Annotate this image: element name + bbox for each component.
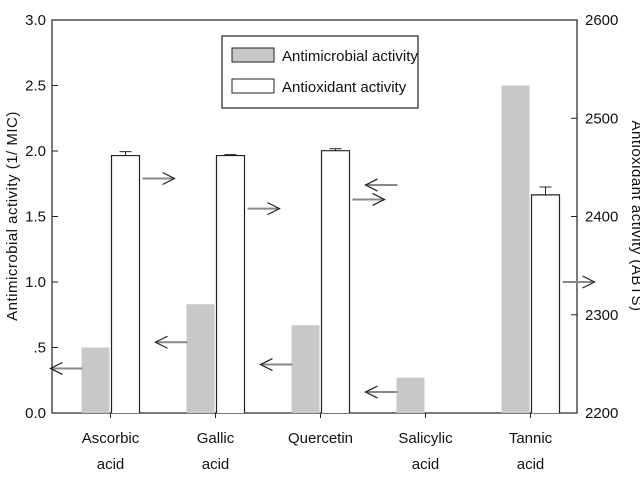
legend-label-antioxidant: Antioxidant activity bbox=[282, 79, 407, 96]
antioxidant-bar bbox=[110, 154, 141, 413]
arrow-head bbox=[364, 385, 378, 399]
category-label: acid bbox=[517, 456, 545, 473]
legend-box bbox=[221, 35, 419, 109]
arrow-head bbox=[259, 357, 273, 372]
category-label: Salicylic bbox=[398, 430, 453, 447]
left-axis-tick-label: 1.0 bbox=[25, 274, 46, 291]
antimicrobial-bar bbox=[396, 377, 425, 413]
arrow-head bbox=[267, 202, 281, 216]
legend-swatch-antimicrobial bbox=[231, 47, 275, 63]
legend-label-antimicrobial: Antimicrobial activity bbox=[282, 48, 418, 65]
right-axis-tick-label: 2500 bbox=[585, 110, 618, 127]
right-axis-title: Antioxidant activity (ABTS) bbox=[628, 120, 640, 311]
antioxidant-bar bbox=[320, 150, 351, 413]
left-axis-tick-label: 2.0 bbox=[25, 143, 46, 160]
right-axis-tick-label: 2300 bbox=[585, 307, 618, 324]
legend-swatch-antioxidant bbox=[231, 78, 275, 94]
category-label: acid bbox=[202, 456, 230, 473]
antioxidant-bar bbox=[530, 194, 561, 413]
right-axis-tick-label: 2400 bbox=[585, 209, 618, 226]
category-label: acid bbox=[412, 456, 440, 473]
arrow-head bbox=[162, 171, 176, 186]
left-axis-tick-label: 2.5 bbox=[25, 78, 46, 95]
arrow-head bbox=[154, 335, 168, 349]
antimicrobial-bar bbox=[291, 325, 320, 413]
category-label: Ascorbic bbox=[82, 430, 140, 447]
right-axis-tick-label: 2200 bbox=[585, 405, 618, 422]
antimicrobial-bar bbox=[501, 85, 530, 413]
arrow-head bbox=[582, 275, 596, 289]
antimicrobial-bar bbox=[186, 304, 215, 413]
left-axis-tick-label: 1.5 bbox=[25, 209, 46, 226]
legend: Antimicrobial activity Antioxidant activ… bbox=[221, 35, 419, 109]
category-label: acid bbox=[97, 456, 125, 473]
category-label: Tannic bbox=[509, 430, 553, 447]
antioxidant-bar bbox=[215, 154, 246, 413]
left-axis-title: Antimicrobial activity (1/ MIC) bbox=[4, 111, 21, 321]
category-label: Quercetin bbox=[288, 430, 353, 447]
arrow-head bbox=[364, 178, 378, 192]
arrow-head bbox=[49, 361, 63, 375]
chart-marks: 0.0 .5 1.0 1.5 2.0 2.5 3.0 2200 2300 2400 2500 2600… bbox=[25, 12, 618, 473]
arrow-head bbox=[372, 192, 386, 207]
category-label: Gallic bbox=[197, 430, 235, 447]
right-axis-tick-label: 2600 bbox=[585, 12, 618, 29]
left-axis-tick-label: .5 bbox=[33, 340, 46, 357]
left-axis-tick-label: 3.0 bbox=[25, 12, 46, 29]
antimicrobial-bar bbox=[81, 347, 110, 413]
left-axis-tick-label: 0.0 bbox=[25, 405, 46, 422]
